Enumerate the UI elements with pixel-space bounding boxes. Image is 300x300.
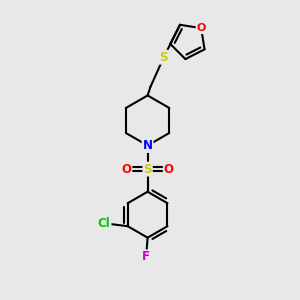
Text: S: S: [160, 51, 168, 64]
Text: F: F: [142, 250, 150, 263]
Text: N: N: [142, 139, 153, 152]
Text: Cl: Cl: [98, 217, 110, 230]
Text: O: O: [196, 23, 206, 33]
Text: O: O: [122, 163, 131, 176]
Text: O: O: [164, 163, 174, 176]
Text: S: S: [143, 163, 152, 176]
